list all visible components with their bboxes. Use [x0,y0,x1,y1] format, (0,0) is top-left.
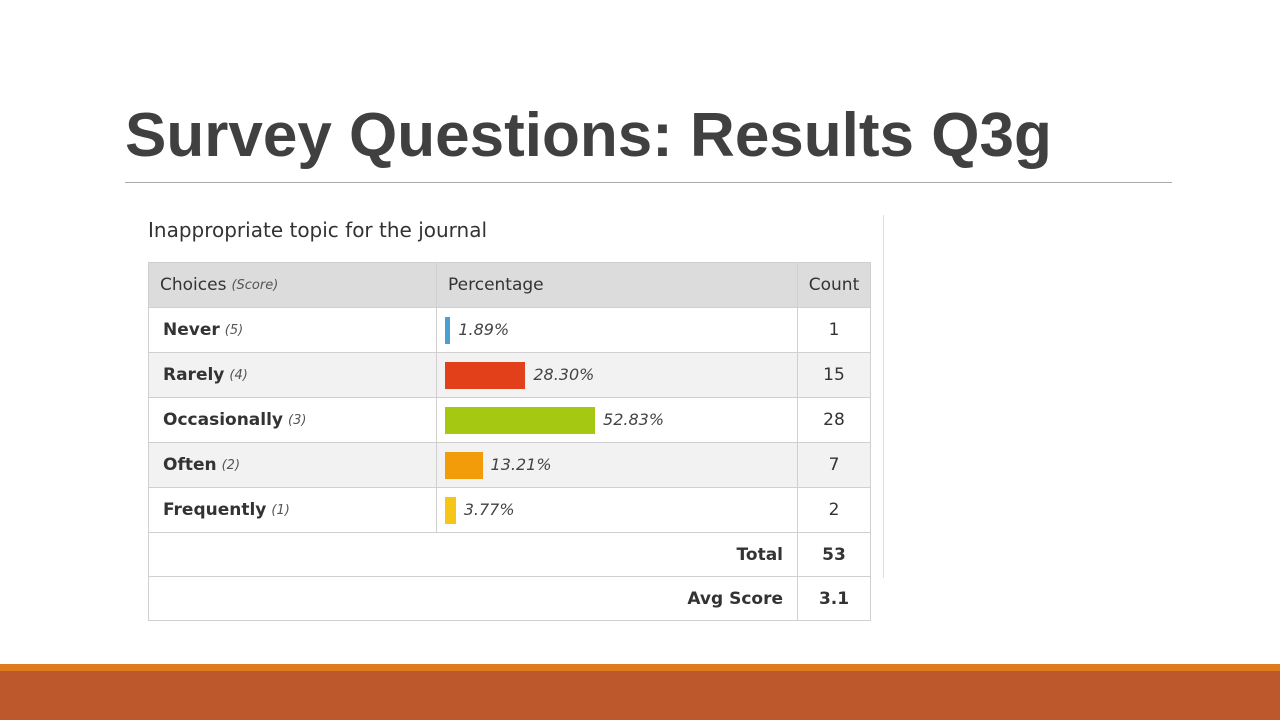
count: 7 [828,455,840,475]
bar [445,497,456,524]
percentage-label: 3.77% [463,500,515,519]
question: Inappropriate topic for the journal [148,218,488,242]
choice: Never [163,320,220,340]
choice: Often [163,455,217,475]
total-value: 53 [822,544,846,565]
percentage-label: 1.89% [458,320,510,339]
percentage-cell: 13.21% [436,442,798,488]
choice-cell: Occasionally (3) [148,397,437,443]
score: (4) [229,367,248,383]
percentage-label: 13.21% [490,455,552,474]
bar [445,407,596,434]
count-cell: 15 [797,352,871,398]
count-cell: 2 [797,487,871,533]
header-text: Choices [160,275,227,295]
avg-score-label: Avg Score [687,588,783,609]
choice-cell: Rarely (4) [148,352,437,398]
panel-edge [883,215,884,578]
header-cell: Count [797,262,871,308]
percentage-label: 52.83% [603,410,665,429]
footer-band [0,671,1280,720]
count: 2 [828,500,840,520]
choice-cell: Frequently (1) [148,487,437,533]
header-cell: Percentage [436,262,798,308]
slide-title: Survey Questions: Results Q3g [125,101,1052,170]
choice-cell: Often (2) [148,442,437,488]
header-score: (Score) [231,277,279,293]
score: (1) [271,502,290,518]
footer-stripe [0,664,1280,671]
header-text: Count [808,275,860,295]
percentage-cell: 1.89% [436,307,798,353]
avg-score-value: 3.1 [818,588,850,609]
count-cell: 1 [797,307,871,353]
bar [445,317,451,344]
total-label-cell: Total [148,532,798,577]
header-cell: Choices (Score) [148,262,437,308]
choice: Rarely [163,365,225,385]
count: 1 [828,320,840,340]
title-rule [125,182,1172,183]
bar [445,362,526,389]
percentage-cell: 28.30% [436,352,798,398]
count-cell: 7 [797,442,871,488]
count: 15 [823,365,845,385]
choice-cell: Never (5) [148,307,437,353]
percentage-label: 28.30% [533,365,595,384]
count: 28 [823,410,845,430]
percentage-cell: 52.83% [436,397,798,443]
percentage-cell: 3.77% [436,487,798,533]
avg-score-label-cell: Avg Score [148,576,798,621]
score: (3) [288,412,307,428]
score: (2) [221,457,241,473]
choice: Occasionally [163,410,284,430]
score: (5) [224,322,244,338]
total-label: Total [736,544,783,565]
bar [445,452,483,479]
header-text: Percentage [448,275,544,295]
total-value-cell: 53 [797,532,871,577]
avg-score-value-cell: 3.1 [797,576,871,621]
count-cell: 28 [797,397,871,443]
choice: Frequently [163,500,267,520]
